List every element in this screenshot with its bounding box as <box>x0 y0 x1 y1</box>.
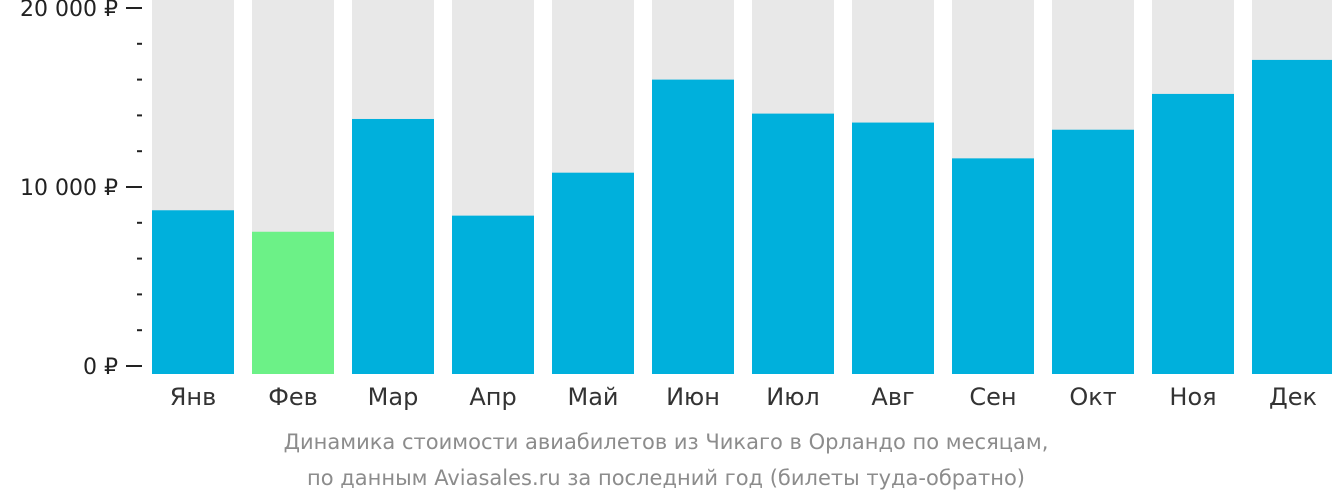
bar-Июл <box>752 113 834 375</box>
x-tick-label: Сен <box>969 383 1016 411</box>
x-tick-label: Апр <box>469 383 516 411</box>
x-tick-label: Фев <box>268 383 318 411</box>
bar-Фев <box>252 231 334 374</box>
x-tick-label: Май <box>567 383 618 411</box>
bar-Сен <box>952 158 1034 374</box>
bar-Ноя <box>1152 93 1234 375</box>
bar-Май <box>552 172 634 374</box>
y-tick-label: 10 000 ₽ <box>20 176 118 201</box>
bar-Окт <box>1052 129 1134 374</box>
y-tick-label: 20 000 ₽ <box>20 0 118 22</box>
bar-Янв <box>152 210 234 374</box>
bars <box>152 59 1332 375</box>
x-tick-label: Янв <box>170 383 217 411</box>
y-tick-label: 0 ₽ <box>83 355 118 380</box>
x-tick-label: Окт <box>1069 383 1116 411</box>
chart-caption-line-2: по данным Aviasales.ru за последний год … <box>307 466 1025 490</box>
bar-Дек <box>1252 59 1332 374</box>
y-axis: 0 ₽ 10 000 ₽ 20 000 ₽ <box>20 0 142 380</box>
x-tick-label: Июл <box>766 383 820 411</box>
x-axis-labels: Янв Фев Мар Апр Май Июн Июл Авг Сен Окт Ноя Дек <box>170 383 1317 411</box>
bar-Апр <box>452 215 534 374</box>
x-tick-label: Мар <box>368 383 419 411</box>
x-tick-label: Авг <box>871 383 914 411</box>
chart-caption-line-1: Динамика стоимости авиабилетов из Чикаго… <box>283 430 1049 454</box>
x-tick-label: Июн <box>666 383 720 411</box>
bar-Июн <box>652 79 734 374</box>
x-tick-label: Ноя <box>1169 383 1216 411</box>
bar-Авг <box>852 122 934 374</box>
x-tick-label: Дек <box>1269 383 1317 411</box>
bar-Мар <box>352 118 434 374</box>
